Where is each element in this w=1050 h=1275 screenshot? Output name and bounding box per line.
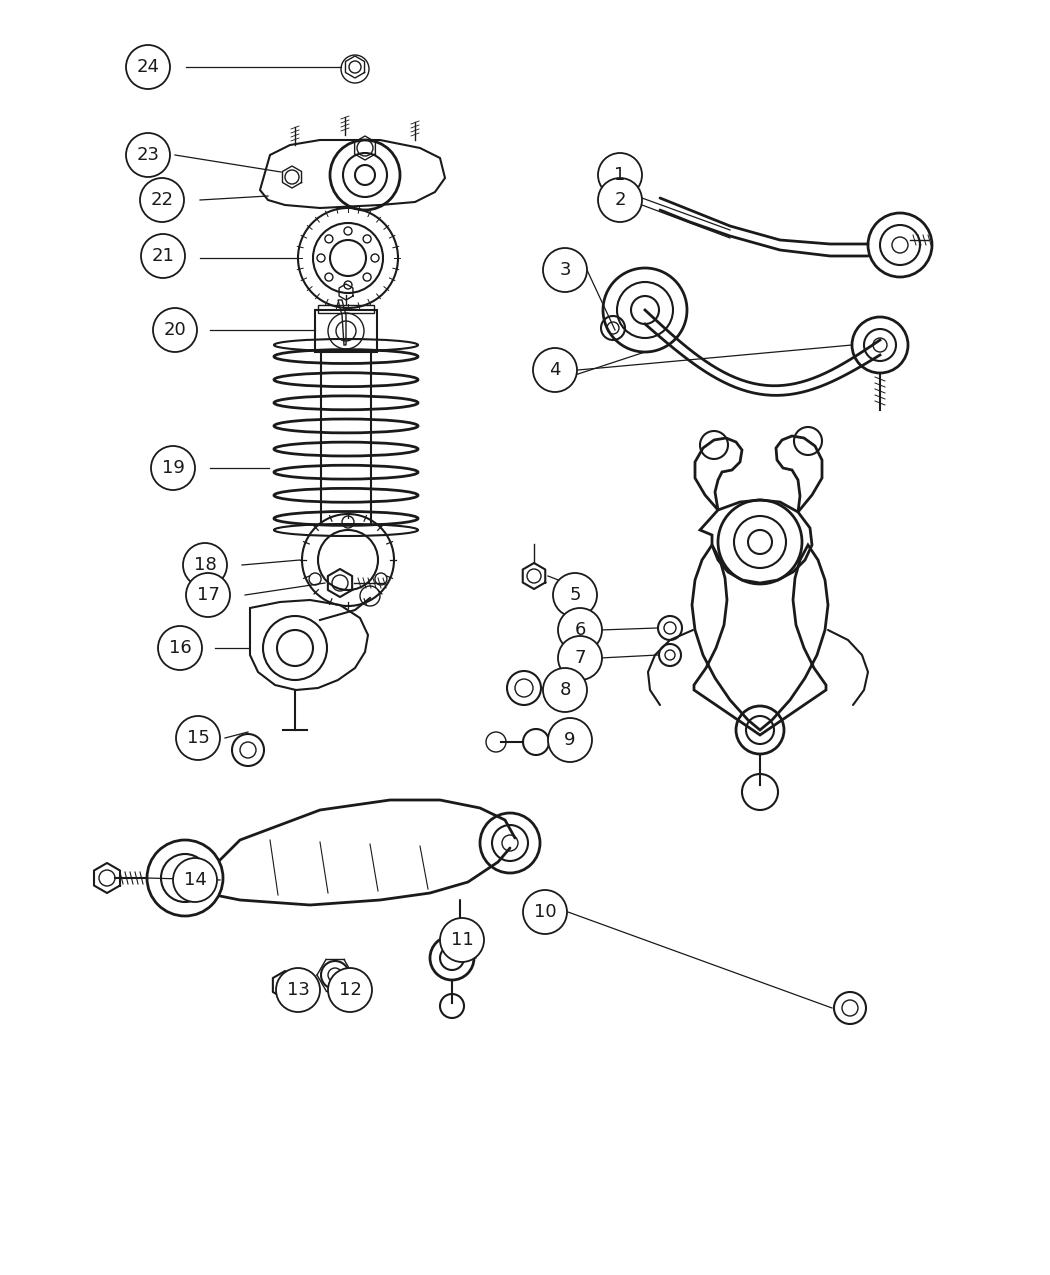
Circle shape [558,608,602,652]
Circle shape [523,890,567,935]
Text: 23: 23 [136,147,160,164]
Circle shape [558,636,602,680]
Circle shape [126,45,170,89]
Circle shape [153,309,197,352]
Bar [321,351,371,525]
Circle shape [151,446,195,490]
Circle shape [543,249,587,292]
Text: 1: 1 [614,166,626,184]
Circle shape [598,179,642,222]
Circle shape [186,572,230,617]
Text: 10: 10 [533,903,556,921]
Circle shape [543,668,587,711]
Text: 18: 18 [193,556,216,574]
Circle shape [533,348,578,391]
Text: 7: 7 [574,649,586,667]
Circle shape [173,858,217,901]
Text: 24: 24 [136,57,160,76]
Text: 5: 5 [569,586,581,604]
Circle shape [328,968,372,1012]
Circle shape [126,133,170,177]
Circle shape [141,235,185,278]
Text: 14: 14 [184,871,207,889]
Text: 21: 21 [151,247,174,265]
Circle shape [598,153,642,198]
Text: 13: 13 [287,980,310,1000]
Text: 2: 2 [614,191,626,209]
Text: 15: 15 [187,729,209,747]
Circle shape [183,543,227,586]
Bar [318,305,374,312]
Text: 8: 8 [560,681,571,699]
Text: 11: 11 [450,931,474,949]
Circle shape [548,718,592,762]
Text: 9: 9 [564,731,575,748]
Text: 22: 22 [150,191,173,209]
Text: 6: 6 [574,621,586,639]
Text: 19: 19 [162,459,185,477]
Circle shape [158,626,202,669]
Circle shape [440,918,484,963]
Text: 4: 4 [549,361,561,379]
Circle shape [276,968,320,1012]
Text: 20: 20 [164,321,187,339]
Circle shape [140,179,184,222]
Text: 12: 12 [338,980,361,1000]
Circle shape [176,717,220,760]
Text: 3: 3 [560,261,571,279]
Text: 16: 16 [169,639,191,657]
Bar [315,310,377,352]
Text: 17: 17 [196,586,219,604]
Circle shape [553,572,597,617]
